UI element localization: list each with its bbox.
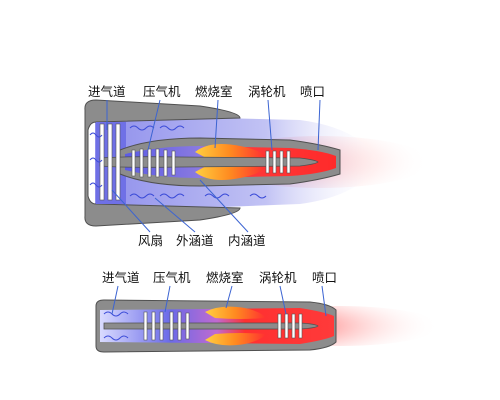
combustor-flame-upper — [195, 144, 265, 160]
turbofan-label-combustor: 燃烧室 — [195, 84, 233, 99]
turbojet-label-turbine: 涡轮机 — [259, 270, 297, 285]
turbofan-label-nozzle: 喷口 — [300, 84, 325, 99]
turbojet-leader-lines — [111, 285, 327, 317]
turbine-blades — [265, 150, 291, 174]
turbofan-label-core-duct: 内涵道 — [228, 233, 266, 248]
turbojet-label-compressor: 压气机 — [153, 270, 191, 285]
combustor-flame-lower — [205, 333, 266, 346]
compressor-blades — [131, 148, 176, 178]
compressor-blades — [143, 311, 190, 341]
combustor-flame-upper — [205, 306, 266, 319]
turbofan-label-compressor: 压气机 — [143, 84, 181, 99]
nacelle-casing — [84, 99, 241, 227]
turbojet-label-inlet: 进气道 — [102, 270, 140, 285]
fan-blades — [99, 123, 121, 201]
turbojet-diagram: 进气道 压气机 燃烧室 涡轮机 喷口 — [95, 270, 440, 353]
turbofan-label-bypass-duct: 外涵道 — [176, 233, 214, 248]
turbine-blades — [277, 313, 303, 339]
turbofan-label-fan: 风扇 — [138, 233, 163, 248]
turbofan-diagram: 进气道 压气机 燃烧室 涡轮机 喷口 风扇 外涵道 内涵道 — [84, 84, 430, 248]
airflow-arrows — [103, 311, 129, 341]
turbojet-label-nozzle: 喷口 — [312, 270, 337, 285]
turbojet-label-combustor: 燃烧室 — [206, 270, 244, 285]
turbofan-leader-lines — [106, 99, 321, 233]
turbofan-label-inlet: 进气道 — [88, 84, 126, 99]
engine-shaft — [99, 156, 319, 168]
combustor-flame-lower — [195, 164, 265, 180]
engine-shaft — [103, 322, 319, 330]
turbofan-label-turbine: 涡轮机 — [248, 84, 286, 99]
